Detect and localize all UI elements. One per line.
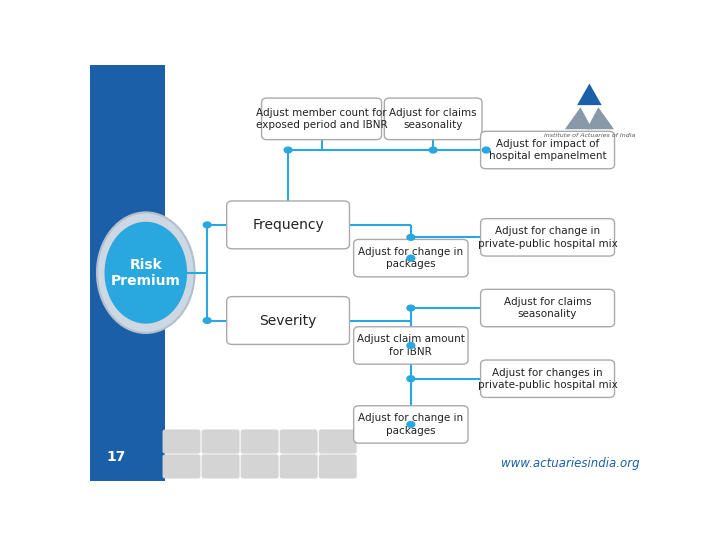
FancyBboxPatch shape [481, 219, 615, 256]
FancyBboxPatch shape [319, 429, 356, 454]
Polygon shape [577, 84, 602, 105]
Text: Risk
Premium: Risk Premium [111, 258, 181, 288]
FancyBboxPatch shape [163, 454, 200, 478]
Text: Adjust for change in
packages: Adjust for change in packages [359, 247, 464, 269]
FancyBboxPatch shape [90, 65, 166, 481]
Ellipse shape [104, 222, 187, 323]
FancyBboxPatch shape [202, 454, 240, 478]
Text: Adjust for change in
private-public hospital mix: Adjust for change in private-public hosp… [477, 226, 618, 248]
Text: Adjust for changes in
private-public hospital mix: Adjust for changes in private-public hos… [477, 368, 618, 390]
Text: Adjust for change in
packages: Adjust for change in packages [359, 413, 464, 436]
FancyBboxPatch shape [319, 454, 356, 478]
FancyBboxPatch shape [227, 201, 349, 249]
Circle shape [429, 147, 437, 153]
FancyBboxPatch shape [481, 289, 615, 327]
Text: institute of Actuaries of India: institute of Actuaries of India [544, 133, 635, 138]
Polygon shape [587, 107, 614, 129]
FancyBboxPatch shape [481, 360, 615, 397]
Text: Adjust for claims
seasonality: Adjust for claims seasonality [390, 107, 477, 130]
Circle shape [482, 147, 490, 153]
FancyBboxPatch shape [354, 327, 468, 364]
Circle shape [407, 305, 415, 311]
Polygon shape [565, 107, 593, 129]
FancyBboxPatch shape [163, 429, 200, 454]
FancyBboxPatch shape [481, 131, 615, 168]
Circle shape [203, 222, 211, 228]
Text: Adjust member count for
exposed period and IBNR: Adjust member count for exposed period a… [256, 107, 387, 130]
Circle shape [407, 422, 415, 427]
FancyBboxPatch shape [280, 454, 318, 478]
Circle shape [407, 234, 415, 240]
Text: Severity: Severity [259, 314, 317, 328]
Text: Adjust for impact of
hospital empanelment: Adjust for impact of hospital empanelmen… [489, 139, 606, 161]
FancyBboxPatch shape [384, 98, 482, 140]
Circle shape [407, 342, 415, 348]
FancyBboxPatch shape [280, 429, 318, 454]
Text: Adjust claim amount
for IBNR: Adjust claim amount for IBNR [357, 334, 465, 356]
Text: www.actuariesindia.org: www.actuariesindia.org [501, 457, 639, 470]
Text: Adjust for claims
seasonality: Adjust for claims seasonality [504, 297, 591, 319]
Text: Frequency: Frequency [252, 218, 324, 232]
FancyBboxPatch shape [202, 429, 240, 454]
Circle shape [407, 255, 415, 261]
FancyBboxPatch shape [240, 454, 279, 478]
FancyBboxPatch shape [261, 98, 382, 140]
FancyBboxPatch shape [354, 406, 468, 443]
FancyBboxPatch shape [240, 429, 279, 454]
Circle shape [407, 376, 415, 382]
Ellipse shape [97, 212, 194, 333]
FancyBboxPatch shape [227, 296, 349, 345]
Circle shape [203, 318, 211, 323]
Text: 17: 17 [107, 450, 126, 464]
Circle shape [284, 147, 292, 153]
FancyBboxPatch shape [354, 239, 468, 277]
